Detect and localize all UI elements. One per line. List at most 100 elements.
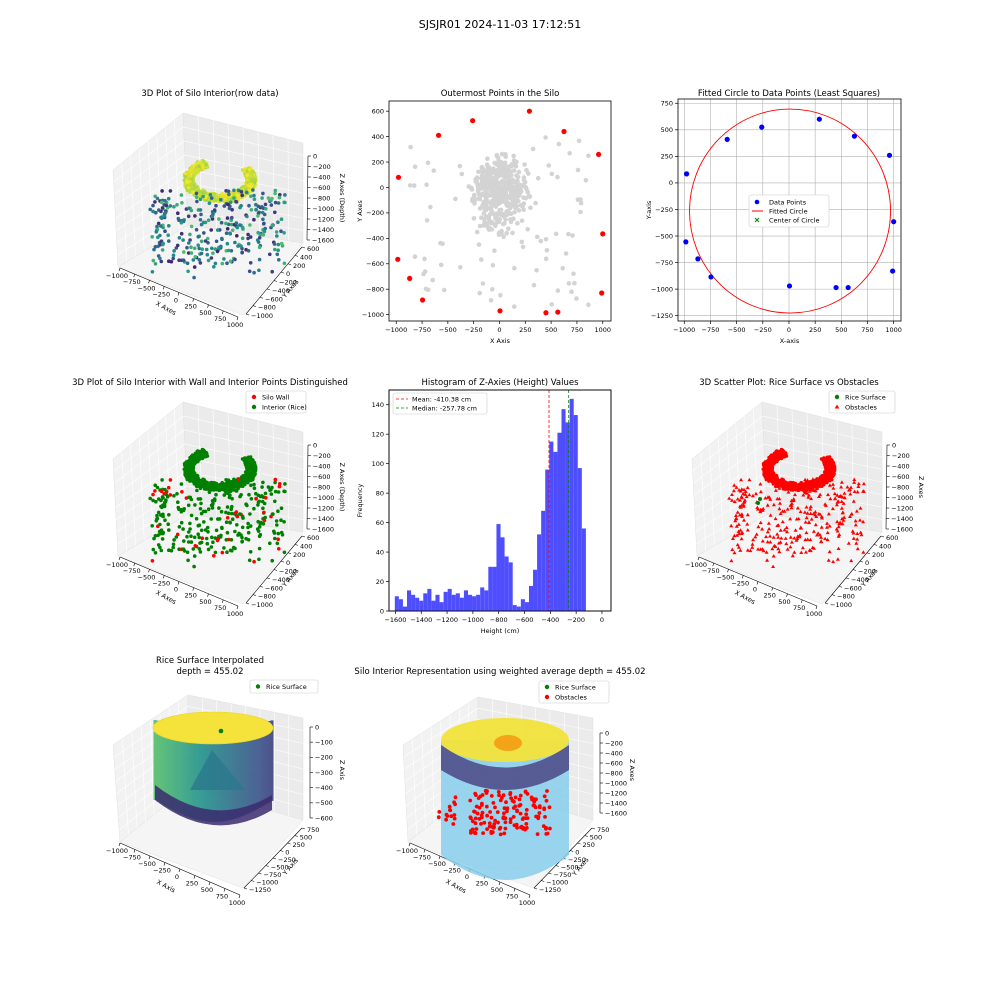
interior-point	[262, 221, 266, 226]
interior-point	[276, 201, 281, 205]
surface-point	[193, 460, 198, 465]
interior-point	[252, 270, 256, 275]
interior-point	[274, 230, 279, 234]
x-tick-label: 0	[174, 297, 178, 305]
surface-point	[204, 163, 208, 167]
pane-gridline	[866, 428, 868, 530]
interior-point	[524, 186, 529, 192]
interior-point	[229, 511, 234, 516]
surface-point	[247, 465, 251, 469]
interior-point	[226, 222, 231, 227]
interior-point	[555, 288, 561, 293]
interior-point	[258, 522, 263, 526]
y-tick-mark	[859, 560, 864, 563]
interior-point	[181, 258, 186, 263]
interior-point	[177, 258, 181, 263]
surface-point	[780, 455, 784, 459]
x-tick-label: −250	[465, 326, 483, 334]
y-tick-label: −400	[851, 576, 869, 584]
interior-point	[219, 533, 223, 538]
surface-point	[253, 467, 257, 471]
x-tick-mark	[727, 569, 729, 573]
interior-point	[177, 218, 181, 222]
y-tick-label: −600	[844, 584, 862, 592]
obstacle-point	[498, 825, 503, 830]
interior-point	[569, 289, 574, 295]
outermost-point	[497, 308, 503, 314]
interior-point	[179, 193, 184, 197]
pane-gridline	[287, 428, 289, 530]
interior-point	[148, 207, 152, 212]
interior-point	[181, 238, 185, 242]
interior-point	[534, 268, 539, 273]
interior-point	[511, 168, 517, 173]
x-tick-label: −1000	[673, 326, 695, 334]
y-tick-label: 60	[376, 519, 384, 527]
interior-point	[247, 269, 252, 274]
interior-point	[213, 536, 218, 540]
interior-point	[175, 532, 180, 537]
surface-point	[829, 462, 833, 466]
z-tick-label: −400	[313, 462, 331, 470]
interior-point	[484, 221, 490, 227]
interior-point	[477, 290, 483, 296]
x-tick-label: −1200	[436, 616, 458, 624]
interior-point	[203, 528, 208, 532]
interior-point	[473, 177, 479, 182]
interior-point	[501, 234, 506, 240]
pane-gridline	[272, 135, 275, 239]
interior-point	[246, 530, 251, 535]
interior-point	[210, 503, 215, 508]
surface-point	[828, 473, 832, 478]
interior-point	[233, 546, 237, 551]
y-axis-line	[245, 535, 303, 604]
interior-point	[226, 537, 231, 542]
surface-point	[199, 161, 203, 166]
interior-point	[530, 146, 536, 152]
interior-point	[153, 245, 158, 249]
interior-point	[282, 231, 286, 235]
interior-point	[202, 231, 206, 235]
interior-point	[251, 188, 255, 192]
data-point	[708, 274, 714, 280]
x-tick-mark	[148, 569, 150, 573]
floor-pane	[117, 224, 304, 316]
interior-point	[279, 506, 284, 511]
z-tick-label: 0	[313, 152, 317, 160]
interior-point	[225, 530, 230, 535]
interior-point	[238, 494, 242, 499]
surface-point	[193, 168, 197, 173]
z-tick-label: −1200	[312, 215, 334, 223]
interior-point	[521, 183, 526, 188]
pane-gridline	[694, 457, 883, 508]
interior-point	[480, 281, 486, 286]
pane-gridline	[114, 140, 304, 195]
interior-point	[225, 505, 230, 509]
legend-marker-data-points	[754, 199, 760, 205]
interior-point	[156, 524, 160, 529]
y-tick-mark	[301, 535, 306, 538]
interior-point	[566, 281, 572, 286]
histogram-bar	[447, 588, 452, 611]
y-tick-label: −1000	[251, 312, 273, 320]
interior-point	[227, 192, 231, 197]
interior-point	[238, 223, 242, 227]
outermost-point	[543, 310, 549, 316]
z-tick-label: 0	[892, 441, 896, 449]
histogram-bar	[553, 451, 558, 611]
interior-point	[278, 482, 282, 486]
z-tick-label: −800	[313, 483, 331, 491]
obstacle-point	[468, 798, 473, 803]
interior-point	[159, 215, 163, 220]
interior-point	[198, 550, 203, 554]
interior-point	[498, 293, 503, 298]
pane-gridline	[115, 457, 304, 508]
interior-point	[503, 152, 508, 157]
interior-point	[408, 144, 413, 150]
outermost-point	[395, 256, 401, 262]
interior-point	[488, 298, 494, 303]
histogram-bar	[581, 528, 586, 611]
histogram-bar	[451, 594, 456, 611]
y-tick-mark	[873, 544, 878, 546]
interior-point	[210, 535, 214, 540]
